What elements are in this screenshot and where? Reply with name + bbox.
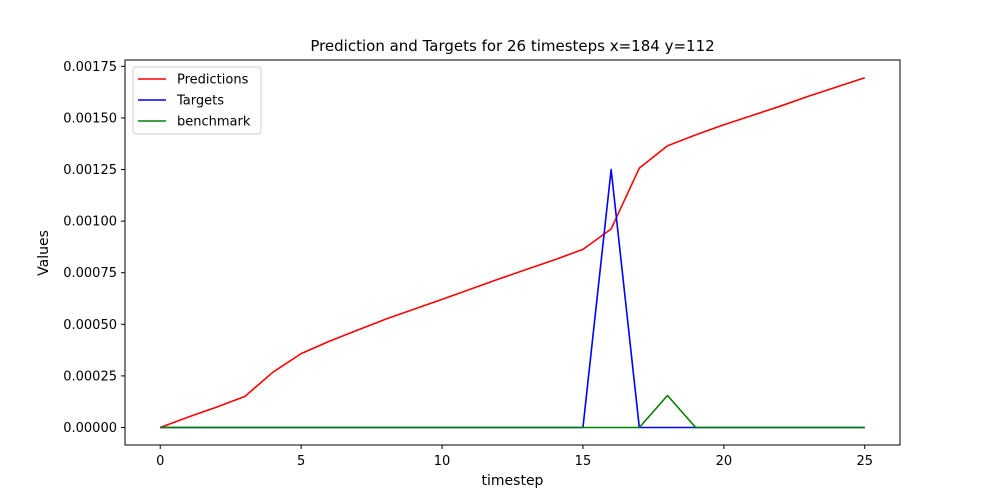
x-tick-label: 25 — [856, 454, 873, 469]
chart-title: Prediction and Targets for 26 timesteps … — [310, 37, 714, 55]
x-tick-label: 15 — [575, 454, 592, 469]
y-tick-label: 0.00025 — [63, 369, 117, 384]
x-tick-label: 5 — [297, 454, 305, 469]
series-layer — [159, 76, 866, 429]
legend-label-benchmark: benchmark — [177, 115, 251, 130]
y-tick-label: 0.00175 — [63, 60, 117, 75]
legend-label-targets: Targets — [176, 94, 224, 109]
x-tick-label: 10 — [434, 454, 451, 469]
y-tick-label: 0.00075 — [63, 266, 117, 281]
legend-label-predictions: Predictions — [177, 73, 249, 88]
x-tick-label: 20 — [716, 454, 733, 469]
x-tick-label: 0 — [156, 454, 164, 469]
x-axis-label: timestep — [482, 473, 544, 489]
legend: Predictions Targets benchmark — [132, 66, 262, 135]
y-tick-label: 0.00050 — [63, 318, 117, 333]
series-line-benchmark — [160, 394, 865, 429]
y-axis-label: Values — [36, 230, 52, 276]
legend-box — [132, 66, 262, 135]
y-tick-label: 0.00150 — [63, 111, 117, 126]
plot-frame — [124, 59, 901, 446]
axes-layer: 0 5 10 15 20 25 0.00000 0.00025 0.00050 0.00075 0.… — [63, 59, 901, 469]
series-line-predictions — [159, 76, 866, 429]
y-tick-label: 0.00125 — [63, 163, 117, 178]
y-tick-label: 0.00000 — [63, 421, 117, 436]
y-tick-label: 0.00100 — [63, 215, 117, 230]
